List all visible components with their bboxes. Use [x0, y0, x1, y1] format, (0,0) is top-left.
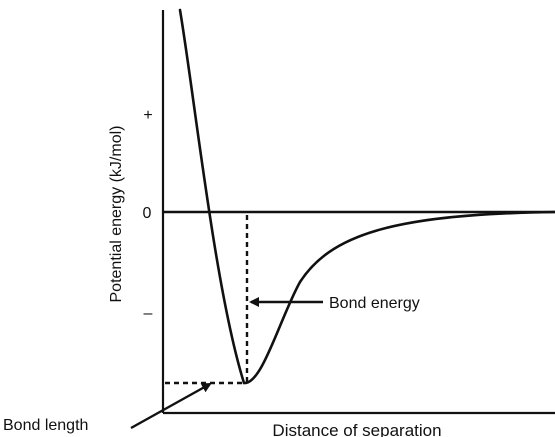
- bond-length-label: Bond length: [3, 417, 88, 434]
- y-tick-label-minus: –: [144, 305, 153, 322]
- bond-energy-label: Bond energy: [329, 295, 420, 312]
- y-tick-label-zero: 0: [143, 205, 152, 222]
- x-axis-label: Distance of separation: [272, 421, 441, 437]
- potential-energy-curve: [178, 8, 555, 385]
- bond-length-arrow: [130, 382, 212, 430]
- y-axis-label: Potential energy (kJ/mol): [108, 126, 125, 303]
- y-tick-label-plus: +: [143, 107, 152, 124]
